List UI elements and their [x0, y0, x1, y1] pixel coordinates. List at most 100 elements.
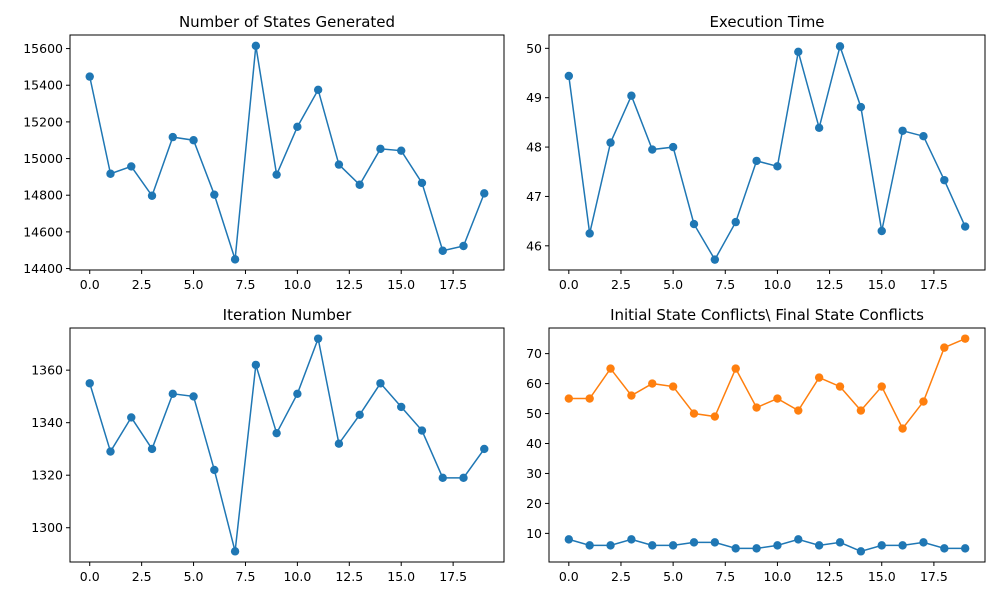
y-tick-label: 1300	[31, 520, 63, 535]
data-point	[919, 397, 928, 406]
y-tick-label: 1320	[31, 468, 63, 483]
data-point	[480, 189, 489, 198]
x-tick-label: 10.0	[764, 569, 792, 584]
data-point	[480, 444, 489, 454]
x-tick-label: 17.5	[920, 569, 948, 584]
x-tick-label: 0.0	[80, 277, 100, 292]
data-point	[85, 379, 94, 388]
x-tick-label: 7.5	[715, 569, 735, 584]
y-tick-label: 15600	[23, 41, 63, 56]
data-point	[627, 391, 636, 400]
data-point	[877, 226, 886, 236]
data-point	[668, 382, 678, 391]
data-point	[564, 394, 574, 403]
data-point	[272, 170, 281, 179]
data-point	[877, 382, 886, 391]
data-point	[210, 465, 219, 475]
data-point	[710, 538, 720, 547]
y-tick-label: 47	[526, 189, 542, 204]
y-tick-label: 50	[526, 41, 542, 56]
data-point	[606, 138, 615, 147]
data-point	[773, 394, 782, 403]
data-point	[752, 544, 761, 553]
data-point	[127, 413, 136, 422]
chart-title: Initial State Conflicts\ Final State Con…	[610, 306, 924, 324]
chart-title: Number of States Generated	[179, 13, 395, 31]
axes-frame	[69, 327, 505, 563]
data-point	[293, 389, 302, 398]
chart-title: Execution Time	[709, 13, 824, 31]
data-point	[919, 538, 928, 547]
data-point	[106, 169, 115, 178]
data-point	[877, 541, 886, 550]
data-point	[106, 447, 115, 456]
data-point	[355, 410, 364, 419]
chart-panel-execution-time: Execution Time 0.0 2.5 5.0 7.5 10.0 12.5 15.0 1…	[526, 13, 986, 292]
data-point	[230, 547, 240, 556]
data-point	[814, 123, 824, 133]
data-point	[773, 162, 782, 171]
x-tick-label: 15.0	[868, 277, 896, 292]
x-tick-label: 2.5	[611, 569, 631, 584]
data-point	[334, 439, 344, 448]
data-point	[417, 178, 427, 188]
x-tick-label: 2.5	[132, 569, 152, 584]
data-point	[940, 343, 949, 352]
data-point	[355, 180, 364, 189]
data-point	[459, 241, 468, 251]
y-tick-label: 15200	[23, 114, 63, 129]
data-point	[919, 132, 928, 141]
data-point	[313, 85, 323, 95]
data-point	[127, 162, 136, 171]
x-tick-label: 15.0	[387, 569, 415, 584]
data-point	[835, 382, 845, 391]
data-point	[189, 392, 198, 401]
y-tick-label: 14600	[23, 224, 63, 239]
x-tick-label: 10.0	[764, 277, 792, 292]
data-point	[438, 473, 447, 483]
series-line-1	[89, 335, 485, 552]
y-tick-label: 60	[526, 376, 542, 391]
data-point	[397, 146, 406, 155]
data-point	[313, 334, 323, 343]
data-point	[272, 428, 281, 438]
x-tick-label: 10.0	[283, 569, 311, 584]
data-point	[960, 334, 970, 343]
y-tick-label: 48	[526, 140, 542, 155]
x-tick-label: 15.0	[387, 277, 415, 292]
data-point	[710, 255, 720, 264]
axes-frame	[548, 34, 986, 271]
x-tick-label: 0.0	[559, 569, 579, 584]
chart-panel-iteration-number: Iteration Number 0.0 2.5 5.0 7.5 10.0 12.5 15.…	[31, 306, 505, 584]
data-point	[168, 389, 177, 398]
data-point	[794, 535, 803, 544]
data-point	[189, 136, 198, 145]
data-point	[585, 229, 594, 238]
y-tick-label: 15000	[23, 151, 63, 166]
x-tick-label: 17.5	[920, 277, 948, 292]
data-point	[731, 544, 740, 553]
x-tick-label: 7.5	[236, 277, 256, 292]
data-point	[940, 544, 949, 553]
data-point	[147, 444, 157, 454]
data-point	[417, 426, 427, 435]
y-tick-label: 50	[526, 406, 542, 421]
y-tick-label: 49	[526, 90, 542, 105]
data-point	[960, 222, 970, 231]
data-point	[376, 379, 385, 388]
data-point	[814, 373, 824, 382]
data-point	[856, 102, 866, 112]
x-tick-label: 10.0	[283, 277, 311, 292]
data-point	[794, 47, 803, 56]
x-tick-label: 5.0	[184, 569, 204, 584]
data-point	[85, 72, 94, 81]
y-tick-label: 10	[526, 526, 542, 541]
data-point	[210, 190, 219, 199]
data-point	[564, 71, 574, 81]
data-point	[940, 175, 949, 185]
y-tick-label: 1360	[31, 363, 63, 378]
x-tick-label: 5.0	[663, 277, 683, 292]
x-tick-label: 2.5	[132, 277, 152, 292]
x-tick-label: 0.0	[80, 569, 100, 584]
